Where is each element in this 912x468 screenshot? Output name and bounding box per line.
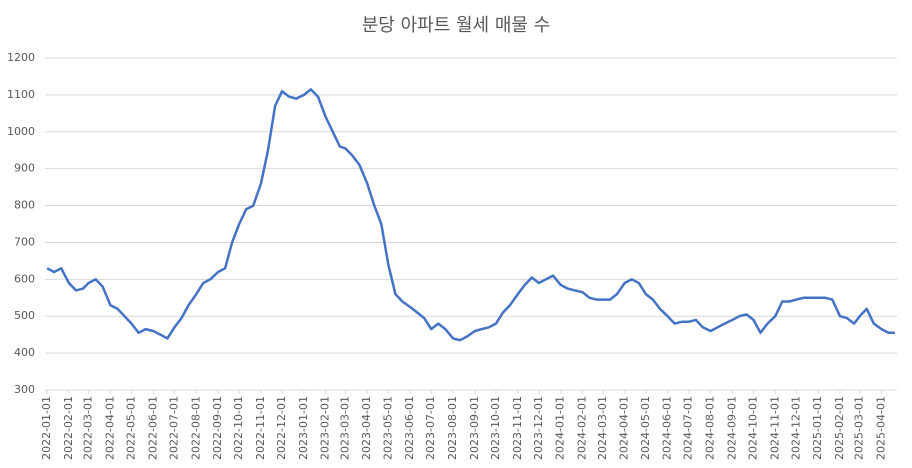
x-tick-label: 2022-01-01 (40, 396, 53, 460)
x-tick-label: 2025-04-01 (875, 396, 888, 460)
x-tick-label: 2023-01-01 (297, 396, 310, 460)
x-tick-label: 2022-09-01 (211, 396, 224, 460)
x-tick-label: 2022-11-01 (254, 396, 267, 460)
x-tick-label: 2022-07-01 (167, 396, 180, 460)
data-line (46, 88, 895, 342)
x-tick-label: 2024-03-01 (596, 396, 609, 460)
x-tick-label: 2022-02-01 (62, 396, 75, 460)
x-tick-label: 2024-02-01 (576, 396, 589, 460)
x-tick-label: 2023-09-01 (468, 396, 481, 460)
y-tick-label: 900 (14, 162, 35, 175)
x-tick-label: 2024-05-01 (639, 396, 652, 460)
x-tick-label: 2022-08-01 (189, 396, 202, 460)
x-tick-label: 2024-01-01 (554, 396, 567, 460)
y-tick-label: 1200 (7, 51, 35, 64)
x-tick-label: 2023-02-01 (319, 396, 332, 460)
x-tick-label: 2022-04-01 (103, 396, 116, 460)
x-tick-label: 2023-10-01 (489, 396, 502, 460)
x-tick-label: 2024-11-01 (768, 396, 781, 460)
x-tick-label: 2023-11-01 (511, 396, 524, 460)
x-tick-label: 2024-06-01 (661, 396, 674, 460)
x-tick-label: 2024-07-01 (682, 396, 695, 460)
x-tick-label: 2022-05-01 (125, 396, 138, 460)
chart-title: 분당 아파트 월세 매물 수 (362, 15, 551, 36)
x-tick-label: 2025-02-01 (833, 396, 846, 460)
x-tick-label: 2025-03-01 (853, 396, 866, 460)
y-tick-label: 300 (14, 383, 35, 396)
x-tick-label: 2024-09-01 (725, 396, 738, 460)
y-tick-label: 500 (14, 309, 35, 322)
x-tick-label: 2024-08-01 (704, 396, 717, 460)
y-tick-label: 600 (14, 272, 35, 285)
x-tick-label: 2022-12-01 (275, 396, 288, 460)
x-tick-label: 2023-04-01 (360, 396, 373, 460)
x-tick-label: 2023-06-01 (403, 396, 416, 460)
x-tick-label: 2023-05-01 (381, 396, 394, 460)
x-tick-label: 2022-10-01 (232, 396, 245, 460)
x-tick-label: 2023-12-01 (532, 396, 545, 460)
x-tick-label: 2025-01-01 (811, 396, 824, 460)
x-tick-label: 2024-04-01 (618, 396, 631, 460)
x-tick-label: 2024-12-01 (789, 396, 802, 460)
y-tick-label: 400 (14, 346, 35, 359)
x-tick-label: 2023-03-01 (338, 396, 351, 460)
y-tick-label: 700 (14, 235, 35, 248)
y-tick-label: 1100 (7, 88, 35, 101)
y-tick-label: 1000 (7, 125, 35, 138)
x-tick-label: 2023-08-01 (446, 396, 459, 460)
y-tick-label: 800 (14, 199, 35, 212)
x-tick-label: 2023-07-01 (424, 396, 437, 460)
x-tick-label: 2022-03-01 (82, 396, 95, 460)
x-tick-label: 2022-06-01 (146, 396, 159, 460)
x-tick-label: 2024-10-01 (746, 396, 759, 460)
